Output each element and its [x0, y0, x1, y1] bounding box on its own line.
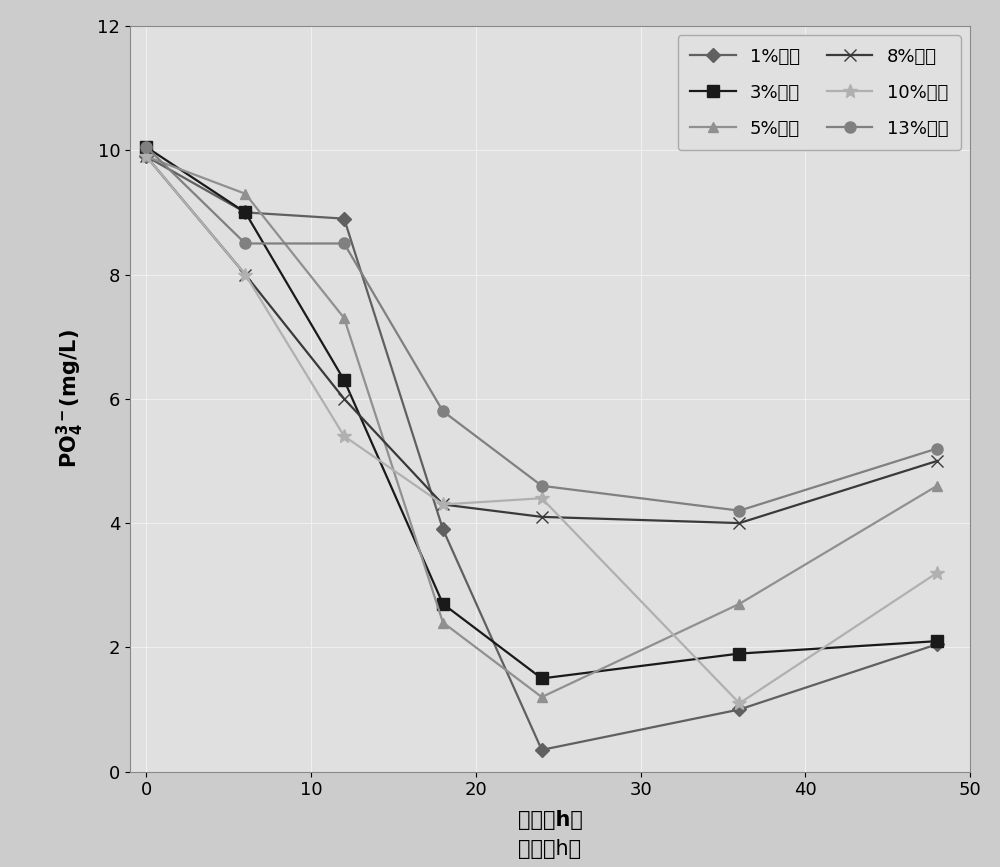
8%盐度: [733, 518, 745, 528]
5%盐度: [733, 598, 745, 609]
5%盐度: [239, 188, 251, 199]
13%盐度: [536, 480, 548, 491]
5%盐度: [536, 692, 548, 702]
3%盐度: [931, 636, 943, 647]
5%盐度: [437, 617, 449, 628]
13%盐度: [338, 238, 350, 249]
13%盐度: [733, 505, 745, 516]
1%盐度: [437, 524, 449, 534]
10%盐度: [437, 499, 449, 510]
3%盐度: [733, 649, 745, 659]
1%盐度: [239, 207, 251, 218]
1%盐度: [140, 151, 152, 161]
Text: 时间（h）: 时间（h）: [518, 838, 582, 858]
8%盐度: [338, 394, 350, 404]
10%盐度: [338, 431, 350, 441]
3%盐度: [437, 598, 449, 609]
8%盐度: [239, 270, 251, 280]
1%盐度: [733, 704, 745, 714]
Line: 3%盐度: 3%盐度: [141, 141, 943, 684]
8%盐度: [536, 512, 548, 522]
5%盐度: [931, 480, 943, 491]
Line: 13%盐度: 13%盐度: [141, 141, 943, 516]
1%盐度: [338, 213, 350, 224]
13%盐度: [437, 406, 449, 416]
Line: 8%盐度: 8%盐度: [141, 151, 943, 529]
10%盐度: [239, 270, 251, 280]
13%盐度: [140, 142, 152, 153]
1%盐度: [931, 639, 943, 649]
10%盐度: [140, 151, 152, 161]
Legend: 1%盐度, 3%盐度, 5%盐度, 8%盐度, 10%盐度, 13%盐度: 1%盐度, 3%盐度, 5%盐度, 8%盐度, 10%盐度, 13%盐度: [678, 35, 961, 151]
3%盐度: [536, 673, 548, 683]
1%盐度: [536, 745, 548, 755]
3%盐度: [239, 207, 251, 218]
5%盐度: [338, 313, 350, 323]
3%盐度: [140, 142, 152, 153]
Line: 5%盐度: 5%盐度: [142, 152, 942, 702]
3%盐度: [338, 375, 350, 385]
8%盐度: [931, 456, 943, 466]
5%盐度: [140, 151, 152, 161]
13%盐度: [931, 443, 943, 453]
10%盐度: [536, 493, 548, 504]
8%盐度: [140, 151, 152, 161]
Line: 1%盐度: 1%盐度: [142, 152, 942, 755]
Y-axis label: $\mathregular{PO_4^{3-}}$(mg/L): $\mathregular{PO_4^{3-}}$(mg/L): [55, 329, 86, 468]
X-axis label: 时间（h）: 时间（h）: [518, 811, 582, 831]
Line: 10%盐度: 10%盐度: [140, 149, 944, 710]
10%盐度: [733, 698, 745, 708]
8%盐度: [437, 499, 449, 510]
10%盐度: [931, 568, 943, 578]
13%盐度: [239, 238, 251, 249]
